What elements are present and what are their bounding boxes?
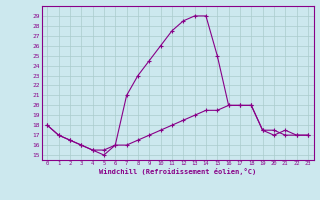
X-axis label: Windchill (Refroidissement éolien,°C): Windchill (Refroidissement éolien,°C) (99, 168, 256, 175)
